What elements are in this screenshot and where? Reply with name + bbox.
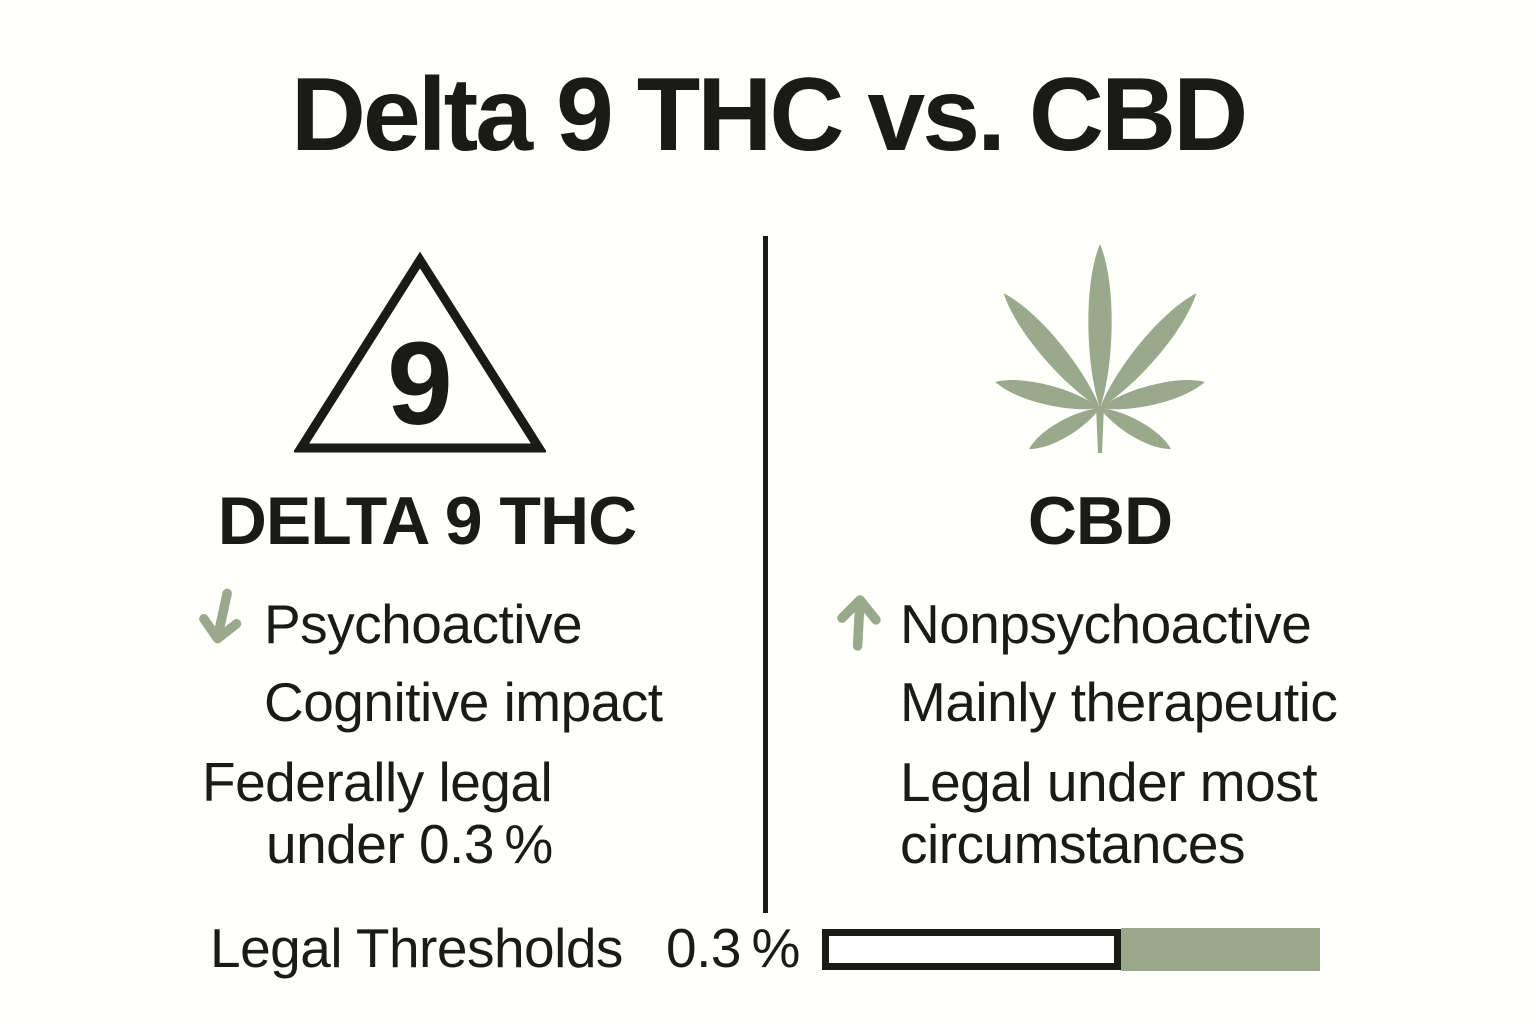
thc-legal-line-2: under 0.3 % — [266, 813, 553, 875]
thc-legal-line-1: Federally legal — [202, 751, 553, 813]
threshold-bar-below-segment — [822, 929, 1121, 970]
cbd-bullet-therapeutic: Mainly therapeutic — [900, 671, 1338, 733]
triangle-number: 9 — [387, 318, 453, 450]
thc-bullet-psychoactive: Psychoactive — [264, 593, 583, 655]
cbd-bullet-nonpsychoactive: Nonpsychoactive — [900, 593, 1312, 655]
threshold-bar — [822, 928, 1320, 971]
cbd-legal-line-2: circumstances — [900, 813, 1245, 875]
up-arrow-icon — [837, 595, 881, 651]
column-divider — [763, 236, 768, 913]
delta9-triangle-icon: 9 — [294, 251, 546, 453]
threshold-bar-above-segment — [1120, 928, 1320, 971]
down-arrow-icon — [199, 588, 242, 644]
threshold-value: 0.3 % — [666, 917, 800, 979]
cbd-legal-line-1: Legal under most — [900, 751, 1318, 813]
cbd-heading: CBD — [1027, 483, 1173, 559]
thc-heading: DELTA 9 THC — [217, 483, 637, 559]
page-title: Delta 9 THC vs. CBD — [290, 57, 1248, 173]
thc-bullet-cognitive: Cognitive impact — [264, 671, 663, 733]
legal-thresholds-label: Legal Thresholds — [210, 917, 623, 979]
cannabis-leaf-icon — [995, 244, 1205, 453]
